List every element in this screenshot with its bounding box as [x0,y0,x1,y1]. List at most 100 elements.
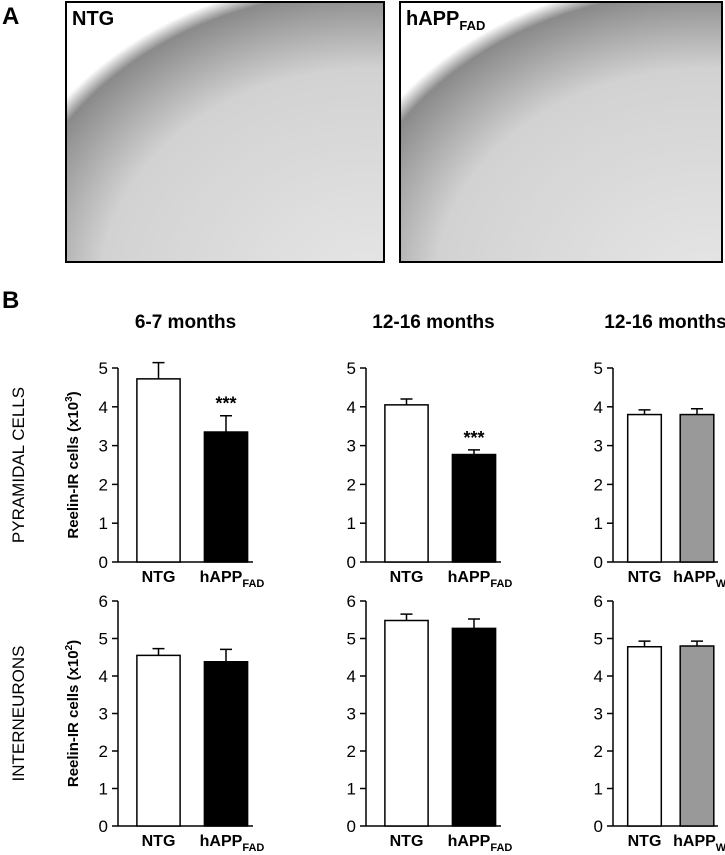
y-tick-label: 5 [99,359,108,378]
y-tick-label: 0 [347,817,356,836]
micrograph-label: NTG [72,8,114,30]
y-tick-label: 3 [594,437,603,456]
micrograph [65,1,385,263]
y-tick-label: 5 [594,630,603,649]
error-bar [152,361,165,379]
y-tick-label: 0 [594,817,603,836]
label-sub: FAD [490,578,512,590]
micrograph [399,1,723,263]
y-tick-label: 3 [347,437,356,456]
y-tick-label: 5 [99,630,108,649]
column-title: 6-7 months [135,312,236,333]
x-tick-label: hAPPWT [673,569,725,590]
y-tick-label: 0 [99,553,108,572]
row-label: PYRAMIDAL CELLS [9,387,28,543]
y-tick-label: 3 [347,705,356,724]
y-tick-label: 2 [347,475,356,494]
error-bar [468,449,480,455]
label-sub: WT [716,578,725,590]
y-tick-label: 0 [594,553,603,572]
x-tick-label: NTG [628,569,662,586]
y-tick-label: 2 [594,475,603,494]
x-tick-label: NTG [142,833,176,850]
y-tick-label: 1 [347,780,356,799]
bar [203,661,249,827]
significance: *** [463,428,484,448]
label-text: hAPP [200,833,243,850]
y-tick-label: 3 [99,705,108,724]
y-tick-label: 0 [99,817,108,836]
y-tick-label: 1 [99,514,108,533]
label-text: Reelin-IR cells (x10 [65,402,82,539]
error-bar [691,640,703,646]
panel-label: B [2,287,19,314]
label-text: ) [65,640,82,645]
error-bar [400,613,413,621]
label-text: hAPP [448,833,491,850]
row-label: INTERNEURONS [9,645,28,781]
y-tick-label: 5 [347,359,356,378]
x-tick-label: hAPPFAD [448,569,513,590]
y-tick-label: 6 [99,592,108,611]
bar [679,645,715,827]
y-tick-label: 2 [99,475,108,494]
x-tick-label: NTG [142,569,176,586]
column-title: 12-16 months [604,312,725,333]
y-tick-label: 4 [347,398,356,417]
y-tick-label: 5 [347,630,356,649]
label-text: hAPP [406,8,459,30]
label-sub: FAD [242,578,264,590]
x-tick-label: NTG [390,833,424,850]
significance: *** [215,394,236,414]
y-tick-label: 0 [347,553,356,572]
y-tick-label: 4 [99,667,108,686]
bar [451,453,497,563]
error-bar [400,398,413,405]
bar [679,413,715,563]
label-sub: FAD [459,18,485,33]
error-bar [220,648,232,662]
bar [136,654,181,827]
error-bar [468,618,480,629]
y-tick-label: 2 [594,742,603,761]
x-tick-label: hAPPFAD [200,833,265,854]
y-tick-label: 6 [347,592,356,611]
y-tick-label: 2 [347,742,356,761]
x-tick-label: NTG [628,833,662,850]
y-tick-label: 1 [594,514,603,533]
label-sup: 2 [64,644,75,650]
bar [203,431,249,563]
label-sup: 3 [64,396,75,402]
x-tick-label: hAPPFAD [200,569,265,590]
column-title: 12-16 months [372,312,494,333]
error-bar [152,647,165,656]
y-tick-label: 5 [594,359,603,378]
y-tick-label: 1 [594,780,603,799]
micrograph-label: hAPPFAD [406,8,485,33]
label-text: hAPP [673,569,716,586]
label-sub: WT [716,842,725,854]
label-text: hAPP [448,569,491,586]
x-tick-label: hAPPFAD [448,833,513,854]
x-tick-label: hAPPWT [673,833,725,854]
y-tick-label: 1 [347,514,356,533]
x-tick-label: NTG [390,569,424,586]
bar [136,378,181,563]
y-tick-label: 1 [99,780,108,799]
label-text: hAPP [200,569,243,586]
label-text: ) [65,391,82,396]
bar [626,413,663,563]
error-bar [691,407,703,415]
y-tick-label: 4 [594,398,603,417]
bar [384,619,429,827]
bar [626,646,663,827]
y-tick-label: 4 [99,398,108,417]
y-axis-label: Reelin-IR cells (x102) [64,640,82,787]
panel-label: A [2,3,19,30]
y-tick-label: 3 [99,437,108,456]
y-tick-label: 4 [347,667,356,686]
y-tick-label: 2 [99,742,108,761]
error-bar [220,414,232,433]
bar [451,627,497,827]
